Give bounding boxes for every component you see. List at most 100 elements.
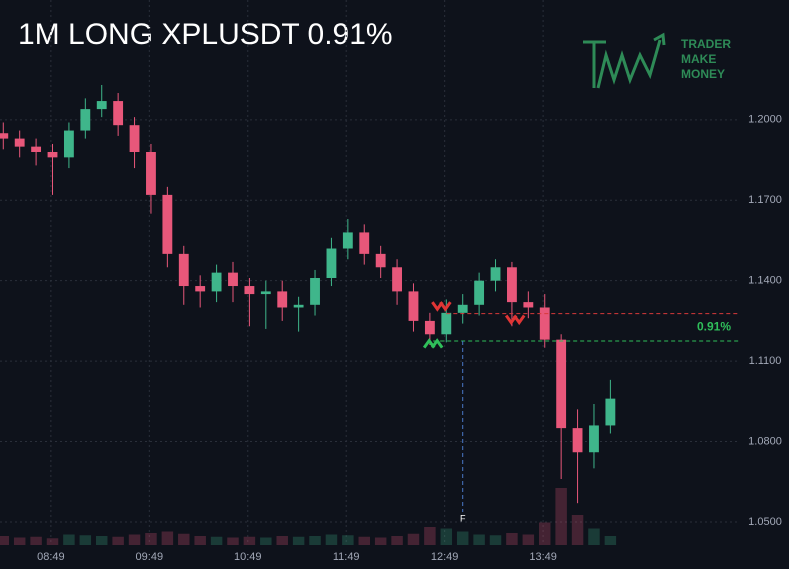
y-tick-label: 1.1700	[748, 194, 782, 206]
candle-body	[392, 267, 402, 292]
candle-body	[195, 286, 206, 292]
candle-body	[211, 272, 222, 292]
y-tick-label: 1.1400	[748, 275, 782, 287]
logo-text: TRADER	[681, 37, 731, 51]
trade-marker	[431, 301, 452, 312]
candle-body	[507, 267, 517, 303]
candle-body	[63, 130, 74, 158]
logo-text: MONEY	[681, 67, 725, 81]
volume-bar	[260, 537, 272, 545]
candle-body	[490, 267, 501, 281]
candle-body	[146, 151, 156, 195]
volume-bar	[145, 533, 157, 545]
chart-title: 1M LONG XPLUSDT 0.91%	[18, 18, 393, 51]
candle-body	[424, 320, 435, 335]
trade-marker	[422, 338, 444, 349]
candle-body	[441, 312, 452, 335]
candle-body	[96, 101, 107, 110]
volume-bar	[588, 528, 600, 545]
candle-body	[113, 101, 124, 126]
candle-body	[474, 280, 485, 305]
candle-body	[228, 272, 238, 287]
candle-body	[162, 194, 173, 254]
volume-bar	[161, 531, 174, 545]
x-tick-label: 13:49	[529, 551, 557, 563]
candle-body	[326, 248, 337, 278]
candle-body	[523, 302, 534, 308]
logo	[583, 32, 666, 89]
volume-bar	[440, 528, 453, 545]
volume-bar	[473, 534, 485, 545]
candle-body	[572, 428, 583, 453]
volume-bar	[79, 535, 92, 545]
volume-bar	[506, 533, 518, 545]
x-tick-label: 12:49	[431, 551, 459, 563]
candle-body	[342, 232, 353, 249]
candle-body	[375, 253, 386, 268]
volume-bar	[292, 536, 305, 545]
candle-body	[605, 398, 616, 426]
volume-bar	[0, 536, 10, 545]
volume-bar	[95, 536, 108, 545]
volume-bar	[539, 522, 551, 545]
volume-bar	[342, 535, 354, 545]
volume-bar	[46, 538, 59, 545]
candle-body	[293, 304, 304, 308]
candle-body	[178, 253, 189, 287]
candle-body	[539, 307, 550, 340]
x-tick-label: 08:49	[37, 551, 65, 563]
candle-body	[277, 291, 288, 308]
volume-bar	[522, 534, 535, 545]
volume-bar	[604, 536, 617, 545]
candle-body	[310, 277, 320, 305]
volume-bar	[13, 537, 26, 545]
candle-body	[457, 304, 468, 313]
volume-bar	[309, 536, 321, 545]
y-tick-label: 1.1100	[749, 355, 782, 367]
candle-body	[129, 125, 140, 152]
volume-bar	[489, 535, 502, 545]
volume-bar	[210, 536, 223, 545]
volume-bar	[374, 537, 387, 545]
y-tick-label: 1.0800	[748, 435, 782, 447]
volume-bar	[112, 536, 124, 545]
candle-body	[556, 339, 567, 429]
logo-arrow	[653, 32, 666, 46]
volume-bar	[424, 527, 436, 545]
candle-body	[260, 291, 271, 295]
candle-body	[589, 425, 599, 453]
candle-body	[80, 109, 91, 131]
volume-bar	[276, 536, 288, 545]
y-tick-label: 1.0500	[748, 516, 782, 528]
x-tick-label: 10:49	[234, 551, 262, 563]
candle-body	[359, 232, 370, 254]
volume-bar	[358, 536, 370, 545]
volume-bar	[128, 534, 141, 545]
logo-text: MAKE	[681, 52, 716, 66]
logo-mark	[583, 39, 662, 89]
volume-bar	[243, 536, 256, 545]
candle-body	[47, 151, 58, 158]
candle-body	[408, 291, 419, 321]
volume-bar	[325, 534, 338, 545]
volume-bar	[571, 515, 584, 545]
candle-body	[31, 146, 42, 152]
x-tick-label: 11:49	[333, 551, 360, 563]
volume-bar	[391, 536, 403, 545]
candle-body	[14, 138, 25, 147]
volume-bar	[178, 533, 190, 545]
volume-bar	[30, 536, 42, 545]
volume-bar	[63, 534, 75, 545]
signal-label: F	[460, 513, 466, 523]
volume-bar	[555, 488, 567, 545]
volume-bar	[456, 531, 469, 545]
y-tick-label: 1.2000	[748, 114, 782, 126]
volume-bar	[227, 537, 239, 545]
trade-marker	[504, 314, 526, 326]
volume-bar	[407, 533, 420, 545]
candle-body	[244, 286, 255, 295]
pnl-label: 0.91%	[697, 319, 731, 333]
candle-body	[0, 133, 9, 139]
